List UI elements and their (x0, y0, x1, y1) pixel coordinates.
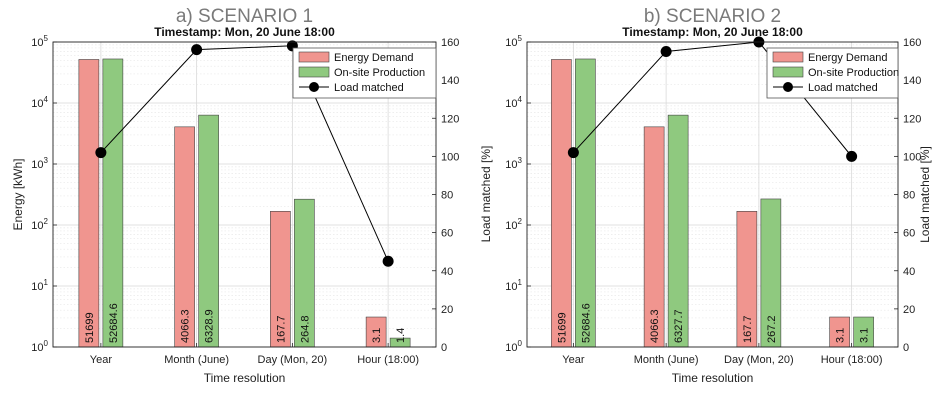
left-tick-label: 104 (31, 95, 48, 110)
right-tick-label: 40 (903, 266, 915, 278)
right-tick-label: 0 (441, 342, 447, 354)
right-tick-label: 120 (903, 113, 921, 125)
right-tick-label: 20 (441, 304, 453, 316)
legend-swatch (298, 51, 330, 63)
bar-data-label: 267.2 (766, 315, 778, 343)
load-matched-point (660, 46, 672, 58)
legend-label: Energy Demand (808, 52, 888, 64)
right-tick-label: 140 (903, 75, 921, 87)
legend-swatch (772, 51, 804, 63)
panel-title: b) SCENARIO 2 (644, 6, 781, 27)
x-tick-label: Year (562, 354, 585, 366)
x-axis-label: Time resolution (672, 371, 754, 385)
bar-data-label: 3.1 (371, 328, 383, 343)
x-tick-label: Year (90, 354, 113, 366)
panel-a: 51699 4066.3 167.7 3.1 52684.6 6328.9 264.8 1.4… (11, 6, 459, 385)
bar-data-label: 4066.3 (180, 309, 192, 343)
left-tick-label: 100 (31, 339, 48, 354)
left-tick-label: 105 (505, 34, 522, 49)
bar-data-label: 51699 (84, 312, 96, 343)
bar-data-label: 4066.3 (649, 309, 661, 343)
right-tick-label: 160 (903, 37, 921, 49)
x-tick-label: Month (June) (164, 354, 229, 366)
left-tick-label: 102 (31, 217, 48, 232)
left-tick-label: 103 (31, 156, 48, 171)
right-tick-label: 80 (441, 190, 453, 202)
load-matched-point (191, 44, 203, 56)
x-tick-label: Month (June) (634, 354, 699, 366)
legend-label: Load matched (808, 82, 878, 94)
left-tick-label: 104 (505, 95, 522, 110)
bar-data-label: 6328.9 (204, 309, 216, 343)
right-tick-label: 0 (903, 342, 909, 354)
panel-subtitle: Timestamp: Mon, 20 June 18:00 (154, 25, 335, 39)
right-tick-label: 140 (441, 75, 459, 87)
x-tick-label: Hour (18:00) (357, 354, 419, 366)
left-tick-label: 101 (31, 278, 48, 293)
legend-label: On-site Production (334, 67, 425, 79)
bar-data-label: 1.4 (395, 328, 407, 343)
right-tick-label: 60 (903, 228, 915, 240)
panel-b: 51699 4066.3 167.7 3.1 52684.6 6327.7 267.2 3.1… (505, 6, 921, 385)
bar-energy-demand (551, 59, 572, 348)
panel-title: a) SCENARIO 1 (176, 6, 313, 27)
legend-marker (783, 82, 793, 92)
right-tick-label: 80 (903, 190, 915, 202)
bar-data-label: 3.1 (835, 328, 847, 343)
legend-label: On-site Production (808, 67, 899, 79)
bar-data-label: 167.7 (742, 315, 754, 343)
right-tick-label: 120 (441, 113, 459, 125)
bar-data-label: 51699 (556, 312, 568, 343)
left-tick-label: 100 (505, 339, 522, 354)
bar-data-label: 6327.7 (673, 309, 685, 343)
x-tick-label: Hour (18:00) (821, 354, 883, 366)
right-tick-label: 160 (441, 37, 459, 49)
x-tick-label: Day (Mon, 20) (724, 354, 794, 366)
legend-label: Energy Demand (334, 52, 414, 64)
legend: Energy Demand On-site Production Load matc… (292, 47, 437, 99)
legend-label: Load matched (334, 82, 404, 94)
load-matched-line (100, 45, 389, 262)
x-tick-label: Day (Mon, 20) (258, 354, 328, 366)
left-tick-label: 103 (505, 156, 522, 171)
load-matched-point (382, 255, 394, 267)
load-matched-point (567, 147, 579, 159)
bar-data-label: 264.8 (299, 315, 311, 343)
bar-data-label: 52684.6 (580, 303, 592, 343)
left-tick-label: 105 (31, 34, 48, 49)
load-matched-line (573, 41, 853, 157)
legend: Energy Demand On-site Production Load matc… (766, 47, 899, 99)
legend-marker (309, 82, 319, 92)
load-matched-point (846, 150, 858, 162)
bar-data-label: 52684.6 (108, 303, 120, 343)
left-tick-label: 101 (505, 278, 522, 293)
right-axis-label: Load matched [%] (918, 146, 932, 243)
x-axis-label: Time resolution (204, 371, 286, 385)
y-axis-label: Energy [kWh] (11, 158, 25, 230)
right-tick-label: 100 (441, 151, 459, 163)
legend-swatch (298, 66, 330, 78)
load-matched-point (95, 147, 107, 159)
legend-swatch (772, 66, 804, 78)
bar-energy-demand (78, 59, 100, 348)
right-axis-label: Load matched [%] (479, 146, 493, 243)
right-tick-label: 60 (441, 228, 453, 240)
right-tick-label: 20 (903, 304, 915, 316)
bar-data-label: 167.7 (275, 315, 287, 343)
left-tick-label: 102 (505, 217, 522, 232)
right-tick-label: 40 (441, 266, 453, 278)
panel-subtitle: Timestamp: Mon, 20 June 18:00 (622, 25, 803, 39)
bar-data-label: 3.1 (859, 328, 871, 343)
right-tick-label: 100 (903, 151, 921, 163)
